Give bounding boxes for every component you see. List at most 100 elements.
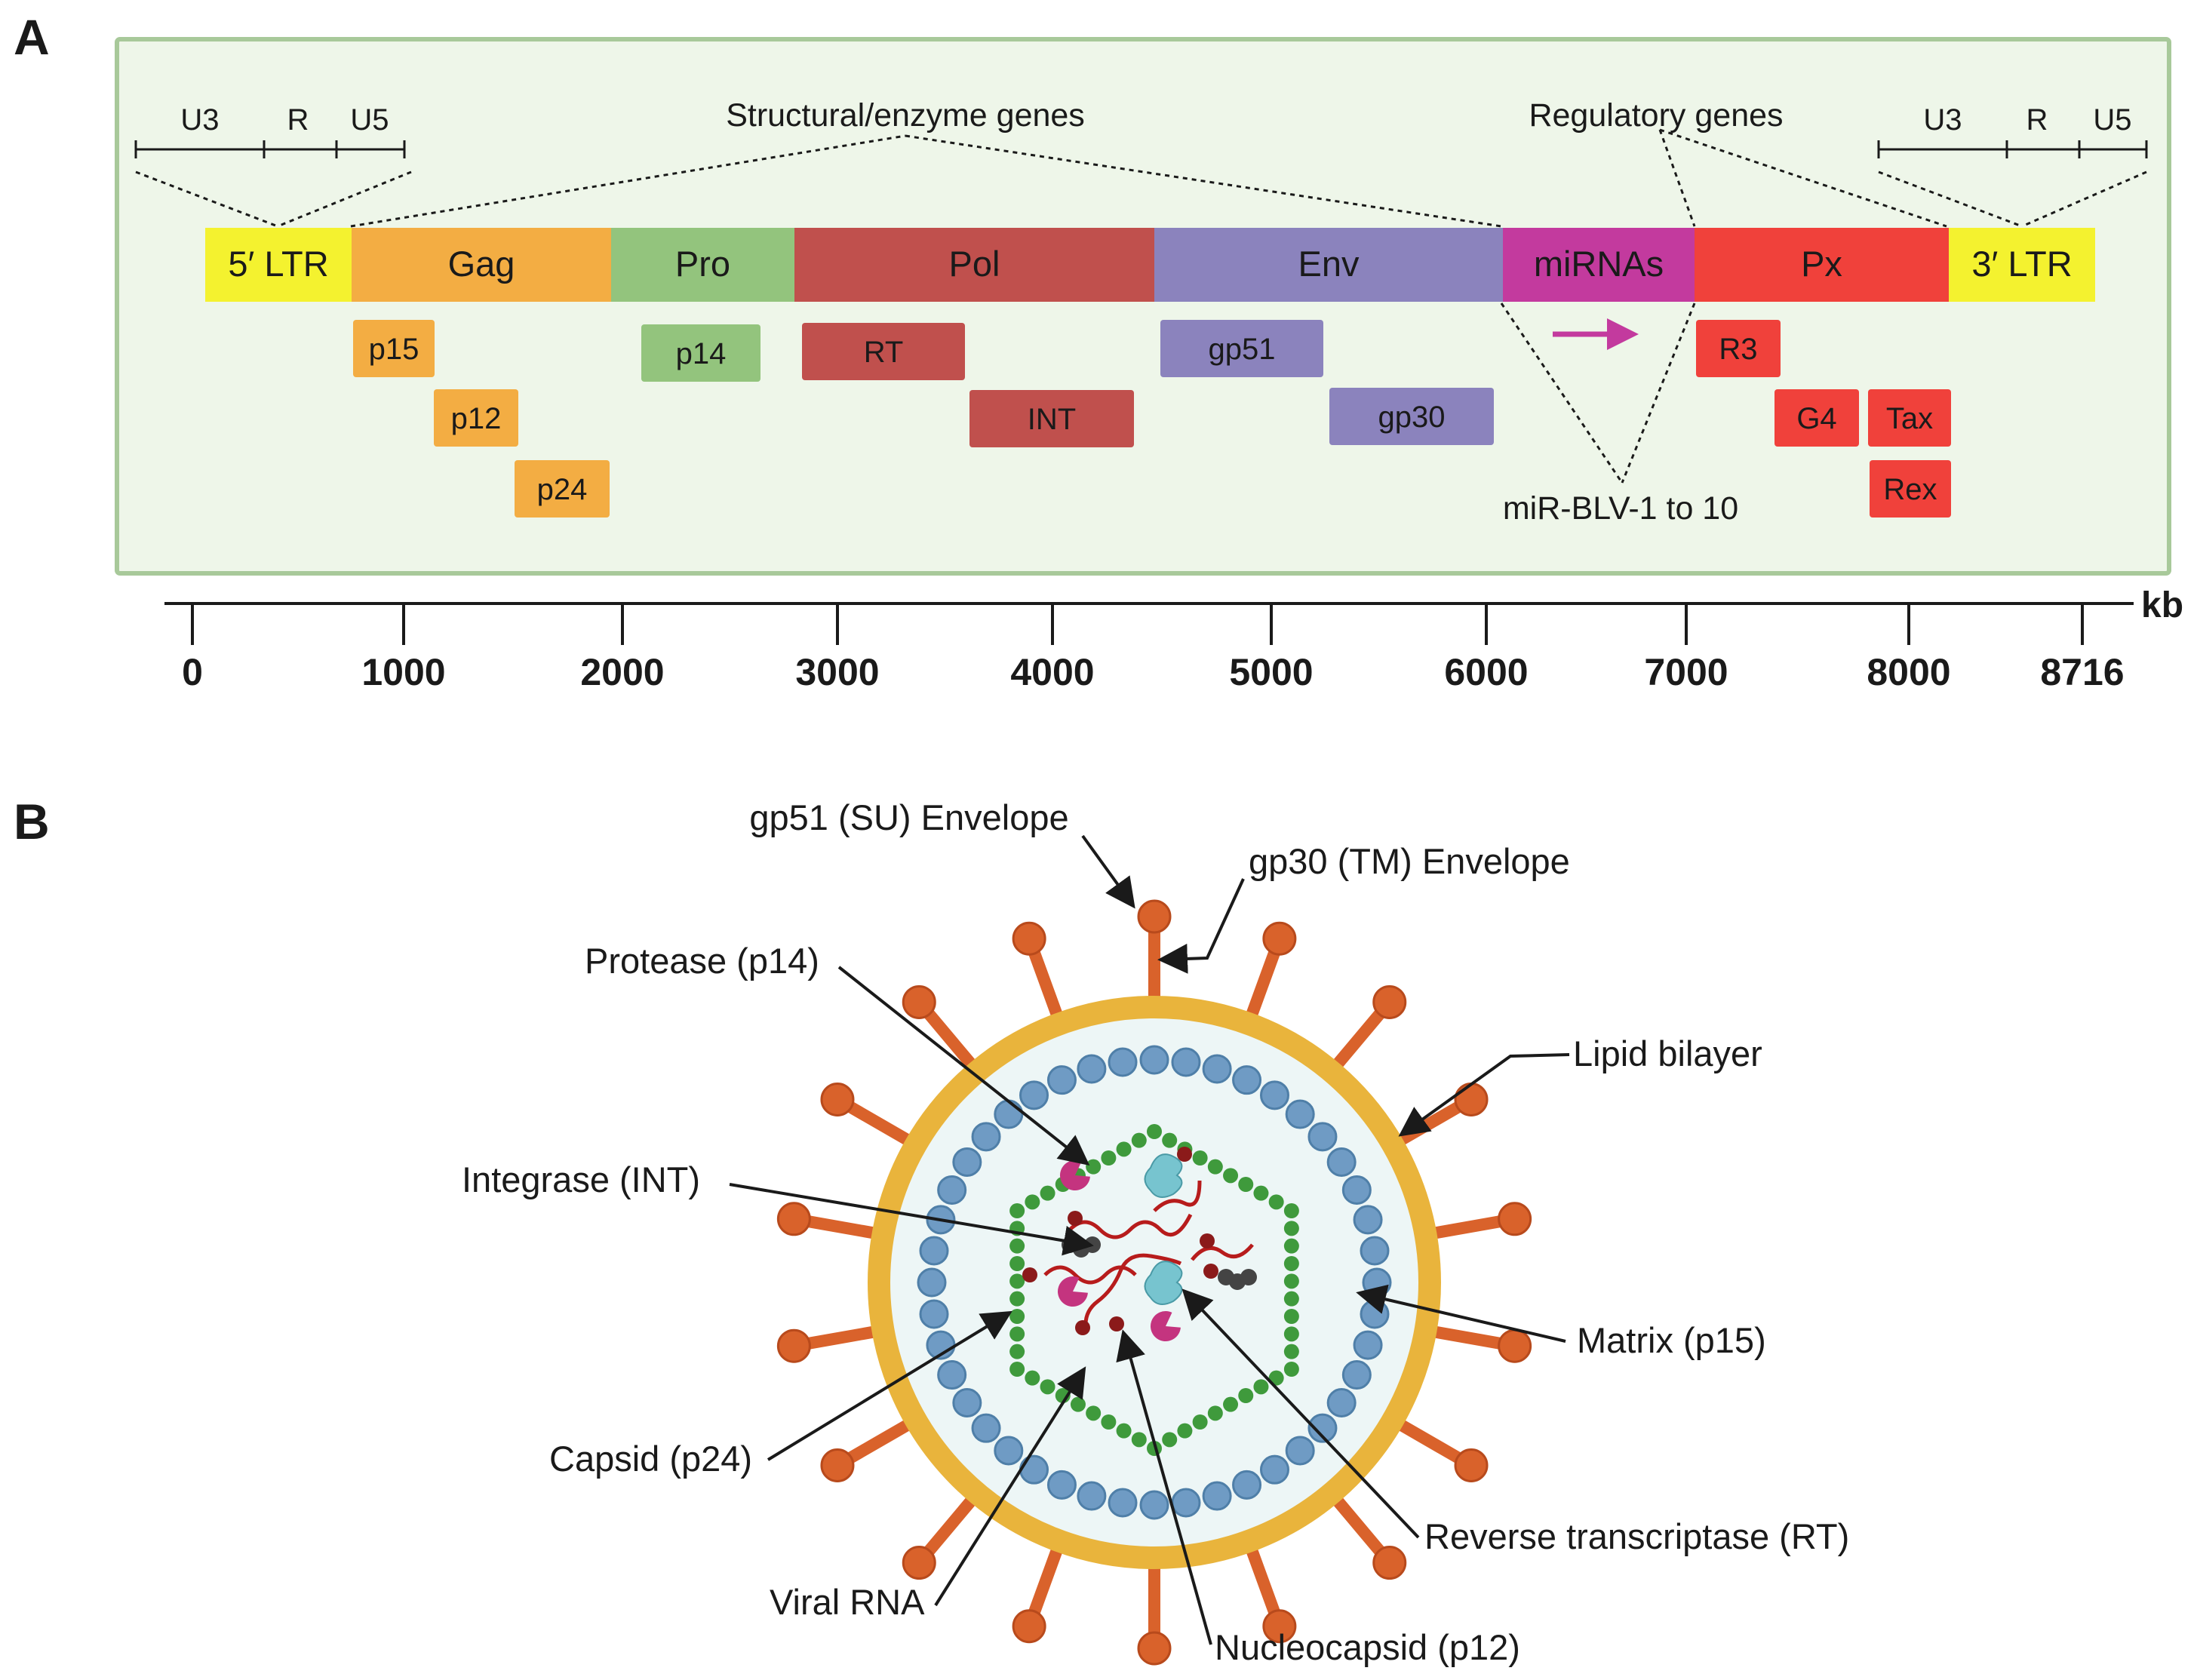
reverse-transcriptase-enzyme <box>1144 1153 1183 1198</box>
viral-rna-strand <box>1153 1180 1202 1212</box>
matrix-protein <box>1353 1205 1383 1235</box>
ltr-right-bracket <box>1877 140 2148 158</box>
capsid-protein <box>1131 1132 1147 1148</box>
capsid-protein <box>1116 1141 1132 1157</box>
label-reverse-transcriptase: Reverse transcriptase (RT) <box>1424 1516 1849 1556</box>
matrix-protein <box>1259 1080 1289 1110</box>
matrix-protein <box>1139 1490 1169 1520</box>
gene-block-pol <box>794 228 1154 302</box>
capsid-protein <box>1009 1344 1025 1359</box>
matrix-protein <box>1077 1481 1107 1511</box>
protein-box-r3 <box>1696 320 1781 377</box>
spike-head <box>1012 921 1046 956</box>
matrix-protein <box>1019 1080 1049 1110</box>
spike-head <box>1137 899 1172 934</box>
protein-box-p24 <box>515 460 610 518</box>
capsid-protein <box>1101 1150 1117 1166</box>
protein-box-tax <box>1868 389 1951 447</box>
capsid-protein <box>1283 1344 1299 1359</box>
ltr-left-bracket <box>134 140 406 158</box>
gene-label-gag: Gag <box>448 244 515 284</box>
matrix-protein <box>1341 1175 1372 1205</box>
capsid-protein <box>1268 1194 1284 1210</box>
capsid-protein <box>1070 1396 1086 1412</box>
capsid-protein <box>1009 1326 1025 1342</box>
gene-label-3-ltr: 3′ LTR <box>1971 244 2072 284</box>
capsid-protein <box>1238 1177 1254 1192</box>
matrix-protein <box>917 1267 947 1298</box>
matrix-protein <box>1360 1299 1390 1329</box>
matrix-protein <box>952 1147 982 1178</box>
viral-rna-strand <box>1083 1253 1182 1332</box>
axis-tick-label-0: 0 <box>182 651 203 693</box>
spike-head <box>902 1546 936 1580</box>
protein-box-g4 <box>1774 389 1859 447</box>
nucleocapsid-protein <box>1203 1264 1218 1279</box>
protein-label-tax: Tax <box>1886 402 1933 435</box>
viral-rna-strand <box>1068 1213 1193 1239</box>
capsid-protein <box>1283 1326 1299 1342</box>
envelope-spikes <box>776 899 1532 1666</box>
capsid-protein <box>1283 1203 1299 1218</box>
matrix-protein <box>919 1299 949 1329</box>
capsid-protein <box>1238 1388 1254 1403</box>
gene-block-3-ltr <box>1949 228 2095 302</box>
matrix-protein <box>1259 1454 1289 1485</box>
spike-head <box>1498 1202 1532 1236</box>
arrow-gp30 <box>1157 878 1245 974</box>
spike-head <box>1372 984 1407 1019</box>
protein-label-r3: R3 <box>1719 333 1757 366</box>
annotation-labels: gp51 (SU) Envelope gp30 (TM) Envelope Pr… <box>462 797 1849 1667</box>
axis-unit-label: kb <box>2141 585 2183 625</box>
axis-tick-label-6000: 6000 <box>1444 651 1528 693</box>
protein-label-p12: p12 <box>451 402 502 435</box>
arrow-nucleocapsid <box>1116 1329 1212 1645</box>
nucleocapsid-protein <box>1022 1267 1037 1282</box>
protein-label-rt: RT <box>864 336 904 369</box>
panel-b-label: B <box>14 794 50 849</box>
protease-enzyme <box>1151 1311 1181 1341</box>
label-integrase: Integrase (INT) <box>462 1159 700 1199</box>
spike-head <box>1262 1609 1297 1644</box>
protein-box-p14 <box>641 324 760 382</box>
protein-box-rt <box>802 323 965 380</box>
axis-tick-label-2000: 2000 <box>580 651 664 693</box>
nucleocapsid-protein <box>1109 1316 1124 1331</box>
capsid-protein <box>1162 1132 1178 1148</box>
capsid-protein <box>1131 1432 1147 1448</box>
protein-label-p24: p24 <box>537 473 588 506</box>
protein-label-int: INT <box>1028 403 1076 436</box>
ltr-left-r: R <box>287 103 309 137</box>
matrix-protein <box>1139 1045 1169 1075</box>
matrix-protein <box>1341 1360 1372 1390</box>
ltr-left-u3: U3 <box>180 103 219 137</box>
capsid-protein <box>1147 1124 1162 1139</box>
matrix-protein <box>1285 1436 1315 1466</box>
protein-box-rex <box>1870 460 1951 518</box>
spike-head <box>1262 921 1297 956</box>
protein-box-gp51 <box>1160 320 1323 377</box>
gene-block-pro <box>611 228 794 302</box>
annotation-arrows <box>729 834 1570 1645</box>
capsid-protein <box>1192 1414 1208 1430</box>
matrix-protein <box>1326 1387 1357 1417</box>
capsid-protein <box>1207 1405 1223 1421</box>
spike-head <box>1372 1546 1407 1580</box>
nucleocapsid-protein <box>1068 1211 1083 1226</box>
protein-label-rex: Rex <box>1883 473 1937 506</box>
label-gp51: gp51 (SU) Envelope <box>749 797 1068 837</box>
protein-box-gp30 <box>1329 388 1494 445</box>
viral-rna-strand <box>1191 1243 1254 1261</box>
label-viral-rna: Viral RNA <box>770 1582 925 1622</box>
gene-label-px: Px <box>1801 244 1842 284</box>
capsid-protein <box>1283 1291 1299 1307</box>
kb-axis: kb 0 1000 2000 3000 4000 5000 6000 7000 8000 8716 <box>164 585 2183 693</box>
capsid-protein <box>1040 1379 1055 1395</box>
protein-box-p15 <box>353 320 435 377</box>
protease-enzyme <box>1060 1160 1090 1190</box>
capsid-protein <box>1009 1362 1025 1377</box>
arrow-lipid-bilayer <box>1398 1053 1570 1137</box>
gene-block-gag <box>352 228 611 302</box>
spike-head <box>820 1083 855 1116</box>
matrix-protein <box>971 1122 1001 1152</box>
